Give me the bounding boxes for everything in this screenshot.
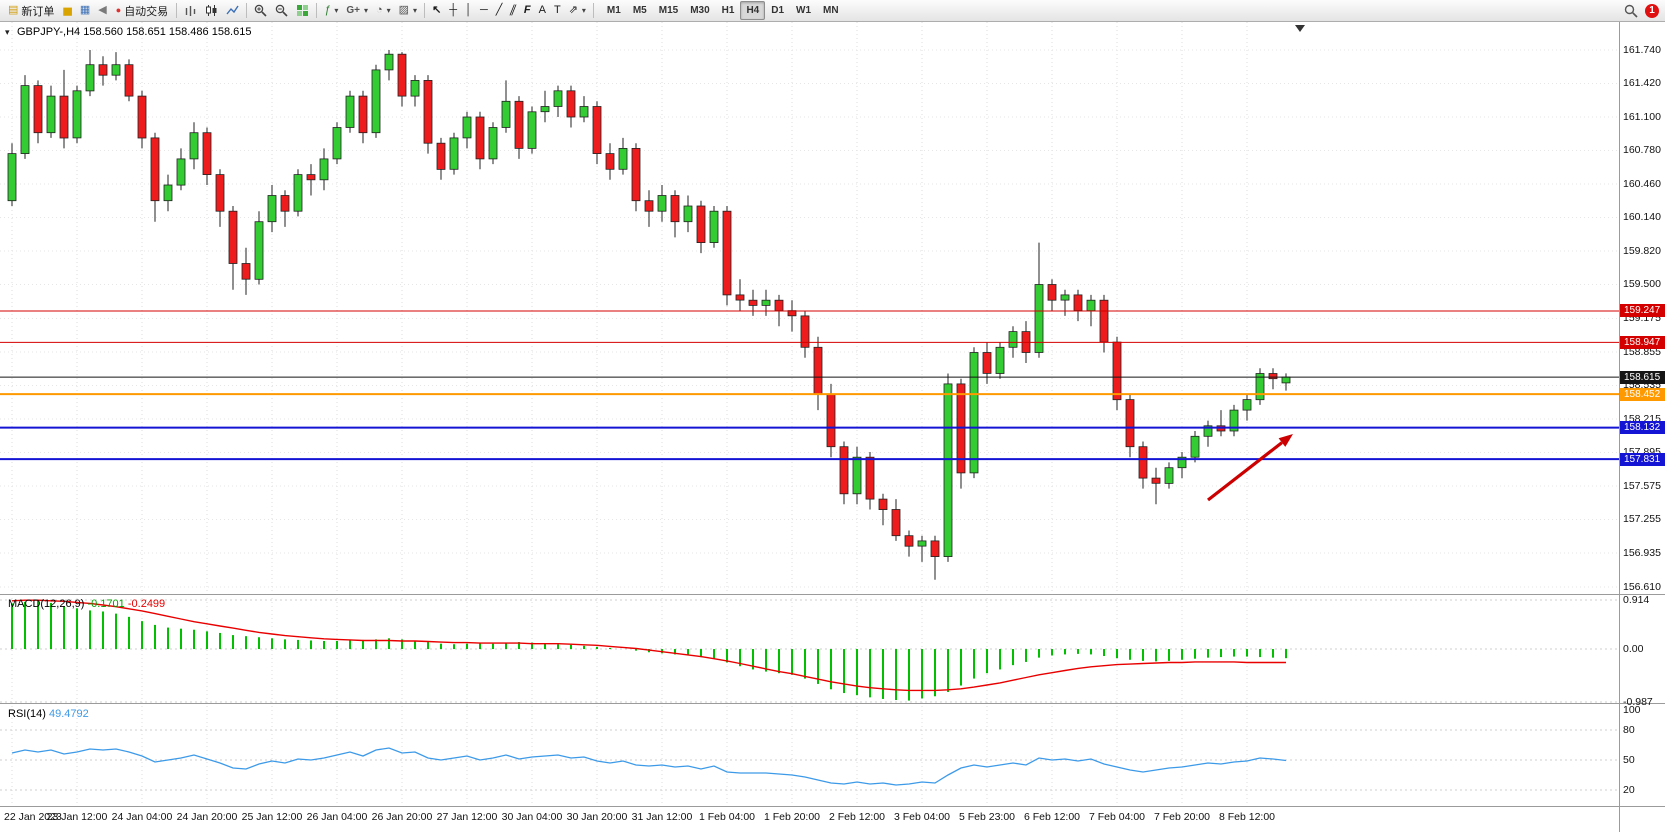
crosshair-icon: ┼ <box>449 4 458 16</box>
new-order-label: 新订单 <box>21 5 55 18</box>
horizontal-line-tool-button[interactable]: ─ <box>476 1 492 21</box>
text-tool-button[interactable]: A <box>535 1 550 21</box>
label-tool-icon: T <box>553 4 561 16</box>
toolbar-separator <box>246 3 248 18</box>
trendline-icon: ╱ <box>495 4 503 16</box>
market-watch-icon: ▦ <box>79 4 91 16</box>
gold-bars-button[interactable]: ▅ <box>59 1 75 21</box>
arrows-tool-icon: ⇗ <box>568 4 578 16</box>
snapshot-button[interactable]: ▨ ▾ <box>395 1 421 21</box>
zoom-in-icon <box>254 4 267 17</box>
autotrade-label: 自动交易 <box>124 5 169 18</box>
toolbar-separator <box>424 3 426 18</box>
zoom-out-icon <box>275 4 288 17</box>
gplus-icon: G+ <box>346 4 360 16</box>
arrows-tool-button[interactable]: ⇗ ▾ <box>565 1 590 21</box>
timeframe-button-mn[interactable]: MN <box>823 5 839 16</box>
dropdown-arrow-icon: ▾ <box>386 6 391 15</box>
toolbar-separator <box>316 3 318 18</box>
dropdown-arrow-icon: ▾ <box>581 6 586 15</box>
indicators-icon: ƒ <box>324 4 331 16</box>
autotrade-button[interactable]: ● 自动交易 <box>111 1 173 21</box>
timeframe-button-m15[interactable]: M15 <box>658 5 679 16</box>
period-clock-button[interactable]: ◔ ▾ <box>372 1 395 21</box>
toolbar: ▤ 新订单 ▅ ▦ ◀ ● 自动交易 <box>0 0 1665 22</box>
tile-windows-icon <box>297 5 309 16</box>
channel-tool-button[interactable]: ∥ <box>506 1 520 21</box>
timeframe-button-m30[interactable]: M30 <box>690 5 710 16</box>
dropdown-arrow-icon: ▾ <box>334 6 339 15</box>
cursor-tool-button[interactable]: ↖ <box>428 1 445 21</box>
gplus-button[interactable]: G+ ▾ <box>342 1 372 21</box>
candlestick-chart-icon <box>206 5 217 16</box>
new-order-button[interactable]: ▤ 新订单 <box>3 1 59 21</box>
zoom-out-button[interactable] <box>271 1 292 21</box>
new-order-icon: ▤ <box>8 4 19 16</box>
cursor-icon: ↖ <box>432 4 442 16</box>
toolbar-right-group: 1 <box>1624 3 1662 18</box>
vertical-line-icon: │ <box>465 4 472 16</box>
vertical-line-tool-button[interactable]: │ <box>461 1 476 21</box>
timeframe-group: M1 M5 M15 M30 H1 H4 D1 W1 MN <box>601 1 845 20</box>
snapshot-icon: ▨ <box>398 4 410 16</box>
fibonacci-icon: F <box>523 4 531 16</box>
sound-alert-button[interactable]: ◀ <box>94 1 110 21</box>
gold-bars-icon: ▅ <box>63 4 72 16</box>
autotrade-icon: ● <box>115 5 122 15</box>
timeframe-button-w1[interactable]: W1 <box>796 5 812 16</box>
fibonacci-tool-button[interactable]: F <box>520 1 535 21</box>
dropdown-arrow-icon: ▾ <box>413 6 418 15</box>
timeframe-button-m1[interactable]: M1 <box>606 5 621 16</box>
timeframe-button-h4[interactable]: H4 <box>740 1 766 20</box>
clock-icon: ◔ <box>375 4 383 16</box>
crosshair-tool-button[interactable]: ┼ <box>445 1 461 21</box>
toolbar-separator <box>592 3 594 18</box>
bar-chart-button[interactable] <box>180 1 201 21</box>
dropdown-arrow-icon: ▾ <box>363 6 368 15</box>
timeframe-button-h1[interactable]: H1 <box>721 5 735 16</box>
timeframe-button-m5[interactable]: M5 <box>632 5 647 16</box>
line-chart-button[interactable] <box>222 1 243 21</box>
search-icon[interactable] <box>1624 4 1638 18</box>
text-tool-icon: A <box>538 4 546 16</box>
sound-icon: ◀ <box>98 4 107 16</box>
notification-badge[interactable]: 1 <box>1645 3 1659 18</box>
line-chart-icon <box>226 5 239 15</box>
market-watch-button[interactable]: ▦ <box>76 1 94 21</box>
indicators-button[interactable]: ƒ ▾ <box>320 1 342 21</box>
tile-windows-button[interactable] <box>292 1 313 21</box>
label-tool-button[interactable]: T <box>550 1 565 21</box>
bar-chart-icon <box>185 6 196 16</box>
candlestick-chart-button[interactable] <box>201 1 222 21</box>
timeframe-button-d1[interactable]: D1 <box>771 5 785 16</box>
channel-icon: ∥ <box>508 4 519 16</box>
trendline-tool-button[interactable]: ╱ <box>492 1 507 21</box>
zoom-in-button[interactable] <box>250 1 271 21</box>
horizontal-line-icon: ─ <box>479 4 488 16</box>
toolbar-separator <box>176 3 178 18</box>
